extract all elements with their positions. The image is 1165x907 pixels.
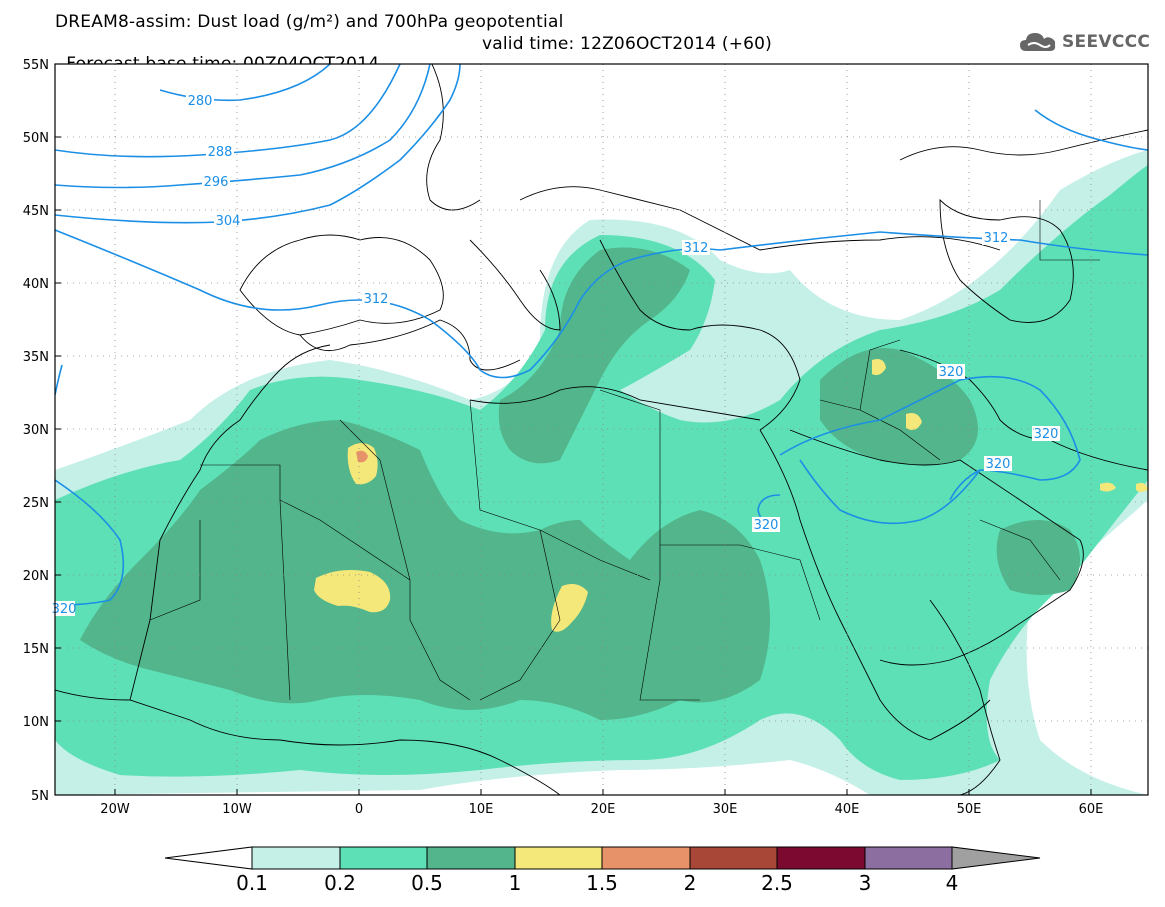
logo-text: SEEVCCC [1062, 32, 1151, 52]
contour-label: 296 [204, 175, 229, 190]
dust-region-high [551, 584, 588, 632]
contour-304 [55, 64, 461, 224]
lat-label: 45N [23, 204, 49, 219]
dust-region-high [906, 413, 922, 430]
colorbar-segment [339, 846, 428, 870]
contour-label: 288 [208, 145, 233, 160]
lat-label: 10N [23, 715, 49, 730]
colorbar-label: 2 [684, 871, 697, 895]
lat-label: 50N [23, 131, 49, 146]
contour-label: 320 [52, 602, 77, 617]
contour-label: 320 [939, 365, 964, 380]
lat-label: 35N [23, 350, 49, 365]
colorbar-segment [601, 846, 691, 870]
lat-label: 55N [23, 58, 49, 73]
geopotential-contours [55, 64, 1148, 606]
contour-300-ne [1034, 109, 1148, 151]
contour-label: 320 [754, 518, 779, 533]
lon-label: 30E [713, 802, 738, 817]
lat-label: 30N [23, 423, 49, 438]
lat-label: 25N [23, 496, 49, 511]
lon-label: 50E [957, 802, 982, 817]
lat-label: 5N [31, 789, 49, 804]
longitude-labels: 20W 10W 0 10E 20E 30E 40E 50E 60E [100, 802, 1103, 817]
lon-label: 10W [222, 802, 252, 817]
colorbar-label: 4 [946, 871, 959, 895]
dust-field [55, 64, 1148, 795]
colorbar-label: 0.2 [324, 871, 356, 895]
seevccc-logo: SEEVCCC [1018, 28, 1150, 56]
contour-288 [55, 64, 401, 158]
axis-ticks [55, 63, 1092, 795]
colorbar-label: 3 [859, 871, 872, 895]
dust-region-high [314, 570, 391, 613]
contour-320-sea [799, 459, 981, 525]
contour-label: 312 [364, 292, 389, 307]
lat-label: 20N [23, 569, 49, 584]
colorbar-segment [426, 846, 516, 870]
contour-label: 320 [1034, 427, 1059, 442]
colorbar-label: 0.5 [411, 871, 443, 895]
dust-region-high [1136, 482, 1148, 492]
dust-region-high [872, 359, 886, 376]
lon-label: 40E [835, 802, 860, 817]
contour-label: 312 [684, 241, 709, 256]
colorbar-label: 0.1 [236, 871, 268, 895]
gridlines [55, 64, 1148, 795]
valid-time: valid time: 12Z06OCT2014 (+60) [482, 34, 773, 54]
colorbar-segment [514, 846, 603, 870]
colorbar-under-arrow [164, 846, 253, 870]
dust-region-medium [996, 520, 1080, 595]
cloud-icon [1020, 33, 1056, 51]
colorbar-label: 1.5 [586, 871, 618, 895]
lon-label: 20E [591, 802, 616, 817]
colorbar: 0.1 0.2 0.5 1 1.5 2 2.5 3 4 [164, 846, 1041, 895]
colorbar-segment [776, 846, 866, 870]
lon-label: 0 [355, 802, 363, 817]
country-borders [149, 200, 1100, 701]
colorbar-label: 2.5 [761, 871, 793, 895]
map-title: DREAM8-assim: Dust load (g/m²) and 700hP… [55, 12, 564, 32]
contour-label: 320 [986, 457, 1011, 472]
dust-region-medium [80, 420, 770, 720]
lat-label: 40N [23, 277, 49, 292]
lon-label: 60E [1079, 802, 1104, 817]
latitude-labels: 55N 50N 45N 40N 35N 30N 25N 20N 15N 10N … [23, 58, 49, 804]
colorbar-segment [864, 846, 953, 870]
colorbar-segment [251, 846, 341, 870]
dust-region-high [1100, 482, 1116, 492]
contour-320-west [55, 479, 125, 606]
lon-label: 20W [100, 802, 130, 817]
contour-labels: 280 288 296 304 312 312 312 320 320 320 … [52, 93, 1060, 617]
colorbar-segment [689, 846, 778, 870]
contour-label: 304 [216, 214, 241, 229]
contour-label: 280 [188, 94, 213, 109]
dust-region-higher [356, 450, 368, 463]
contour-280 [159, 64, 331, 102]
dust-region-medium [498, 247, 690, 464]
contour-312-west [55, 229, 1148, 379]
lon-label: 10E [469, 802, 494, 817]
dust-region-high [347, 443, 378, 485]
colorbar-over-arrow [951, 846, 1041, 870]
contour-296 [55, 64, 431, 189]
lat-label: 15N [23, 642, 49, 657]
colorbar-label: 1 [509, 871, 522, 895]
contour-label: 312 [984, 231, 1009, 246]
